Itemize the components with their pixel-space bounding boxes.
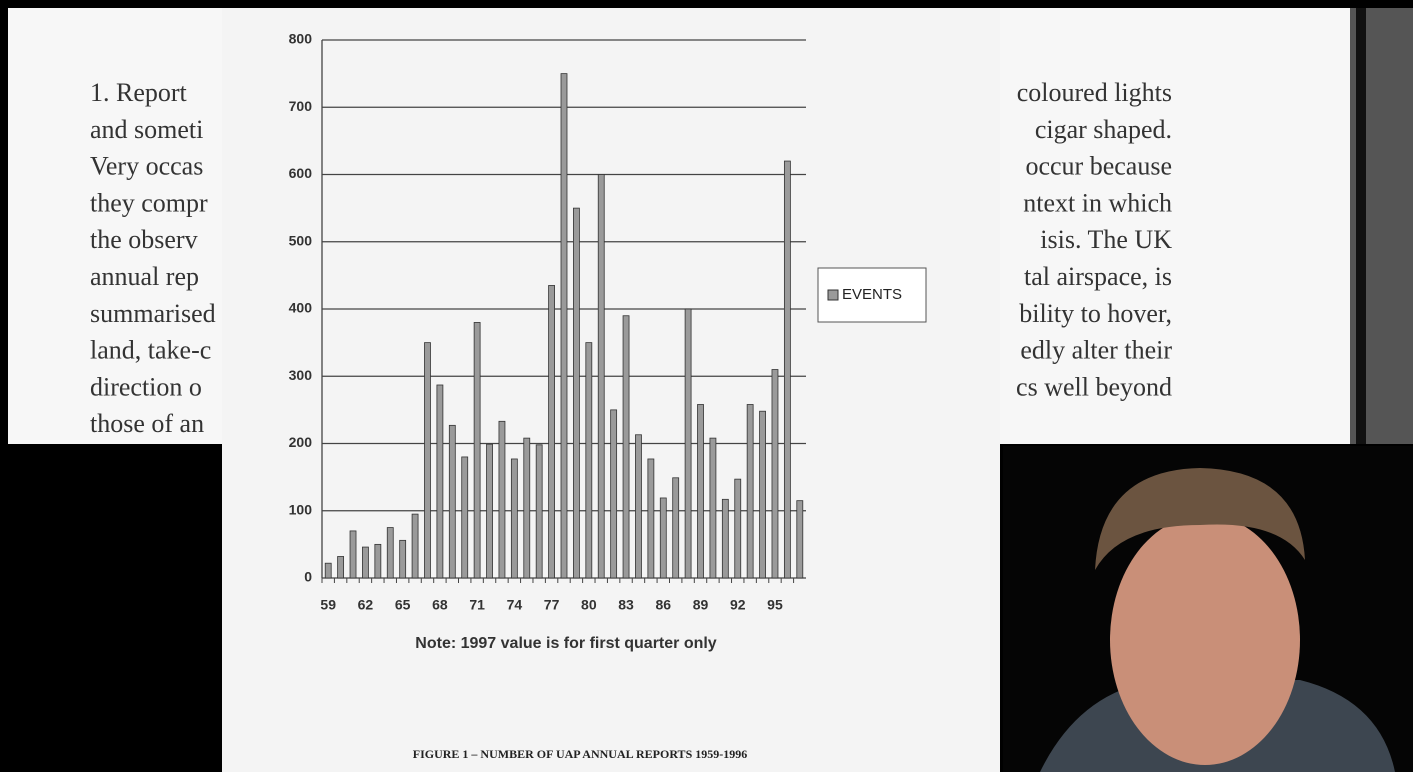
bar [709,437,717,579]
x-tick-label: 95 [767,597,783,613]
chart-paper [222,8,1000,772]
x-tick-label: 83 [618,597,634,613]
bar [523,437,531,579]
document-line: 1. Report [90,78,188,107]
side-edge [1356,8,1366,444]
y-tick-label: 100 [289,501,313,517]
bar [659,497,667,579]
chart: 0 100 200 300 400 500 600 700 800 59 62 65 68 71 74 77 8… [289,31,927,761]
bar [510,458,518,579]
document-line: summarised [90,299,216,328]
bar [337,556,345,579]
x-tick-label: 68 [432,597,448,613]
y-tick-label: 400 [289,300,313,316]
document-line: cs well beyond [1016,372,1172,401]
document-line: annual rep [90,262,199,291]
x-tick-label: 89 [693,597,709,613]
document-line: occur because [1025,152,1172,181]
bar [386,527,394,579]
legend-label: EVENTS [842,286,902,303]
y-tick-label: 500 [289,232,313,248]
y-tick-label: 600 [289,165,313,181]
bar [436,384,444,579]
bar [548,285,555,579]
bar [573,207,580,579]
bar [424,342,431,579]
document-line: direction o [90,372,202,401]
y-tick-label: 700 [289,98,313,114]
bar [585,342,593,579]
x-tick-label: 77 [544,597,560,613]
bar [796,500,804,579]
bar [448,424,456,579]
bar [610,409,618,579]
bar [374,543,382,579]
presenter [1003,446,1413,772]
document-line: ntext in which [1023,188,1172,217]
bar [362,546,369,579]
bar [473,322,481,579]
y-tick-label: 800 [289,31,313,47]
document-line: tal airspace, is [1024,262,1172,291]
bar [635,434,642,579]
bar [721,498,729,579]
bar [597,174,605,579]
document-line: the observ [90,225,198,254]
bar [783,160,791,579]
bar [697,404,704,579]
bar [560,73,568,579]
presenter-face [1110,515,1300,765]
bar [759,410,766,579]
document-line: bility to hover, [1019,299,1172,328]
bar [734,478,742,579]
document-line: edly alter their [1020,336,1172,365]
bar [486,443,493,579]
bar [647,458,655,579]
y-tick-label: 0 [304,569,312,585]
y-tick-label: 200 [289,434,313,450]
x-tick-label: 74 [507,597,523,613]
bar [684,308,692,579]
x-tick-label: 62 [358,597,374,613]
document-line: coloured lights [1017,78,1172,107]
bar [324,562,332,579]
x-tick-label: 59 [320,597,336,613]
bar [461,456,469,579]
chart-title: FIGURE 1 – NUMBER OF UAP ANNUAL REPORTS … [413,747,747,761]
bar [746,404,754,579]
document-line: land, take-c [90,336,211,365]
presenter-hair [1095,468,1305,570]
document-line: Very occas [90,152,203,181]
bar [535,444,543,579]
x-tick-label: 86 [655,597,671,613]
document-line: cigar shaped. [1035,115,1172,144]
document-line: isis. The UK [1040,225,1172,254]
bar [672,477,680,579]
bar [411,513,419,579]
document-text: 1. Report and someti Very occas they compr t… [90,78,1172,438]
bar [771,369,779,579]
bar [399,539,407,579]
x-tick-label: 92 [730,597,746,613]
bar [622,315,630,579]
document-line: they compr [90,188,208,217]
y-tick-label: 300 [289,367,313,383]
document-line: those of an [90,409,204,438]
x-tick-label: 80 [581,597,597,613]
chart-note: Note: 1997 value is for first quarter on… [415,635,717,652]
bar [349,530,357,579]
legend-swatch [827,289,839,301]
document-line: and someti [90,115,203,144]
bar [498,420,506,579]
x-tick-label: 65 [395,597,411,613]
x-tick-label: 71 [469,597,485,613]
